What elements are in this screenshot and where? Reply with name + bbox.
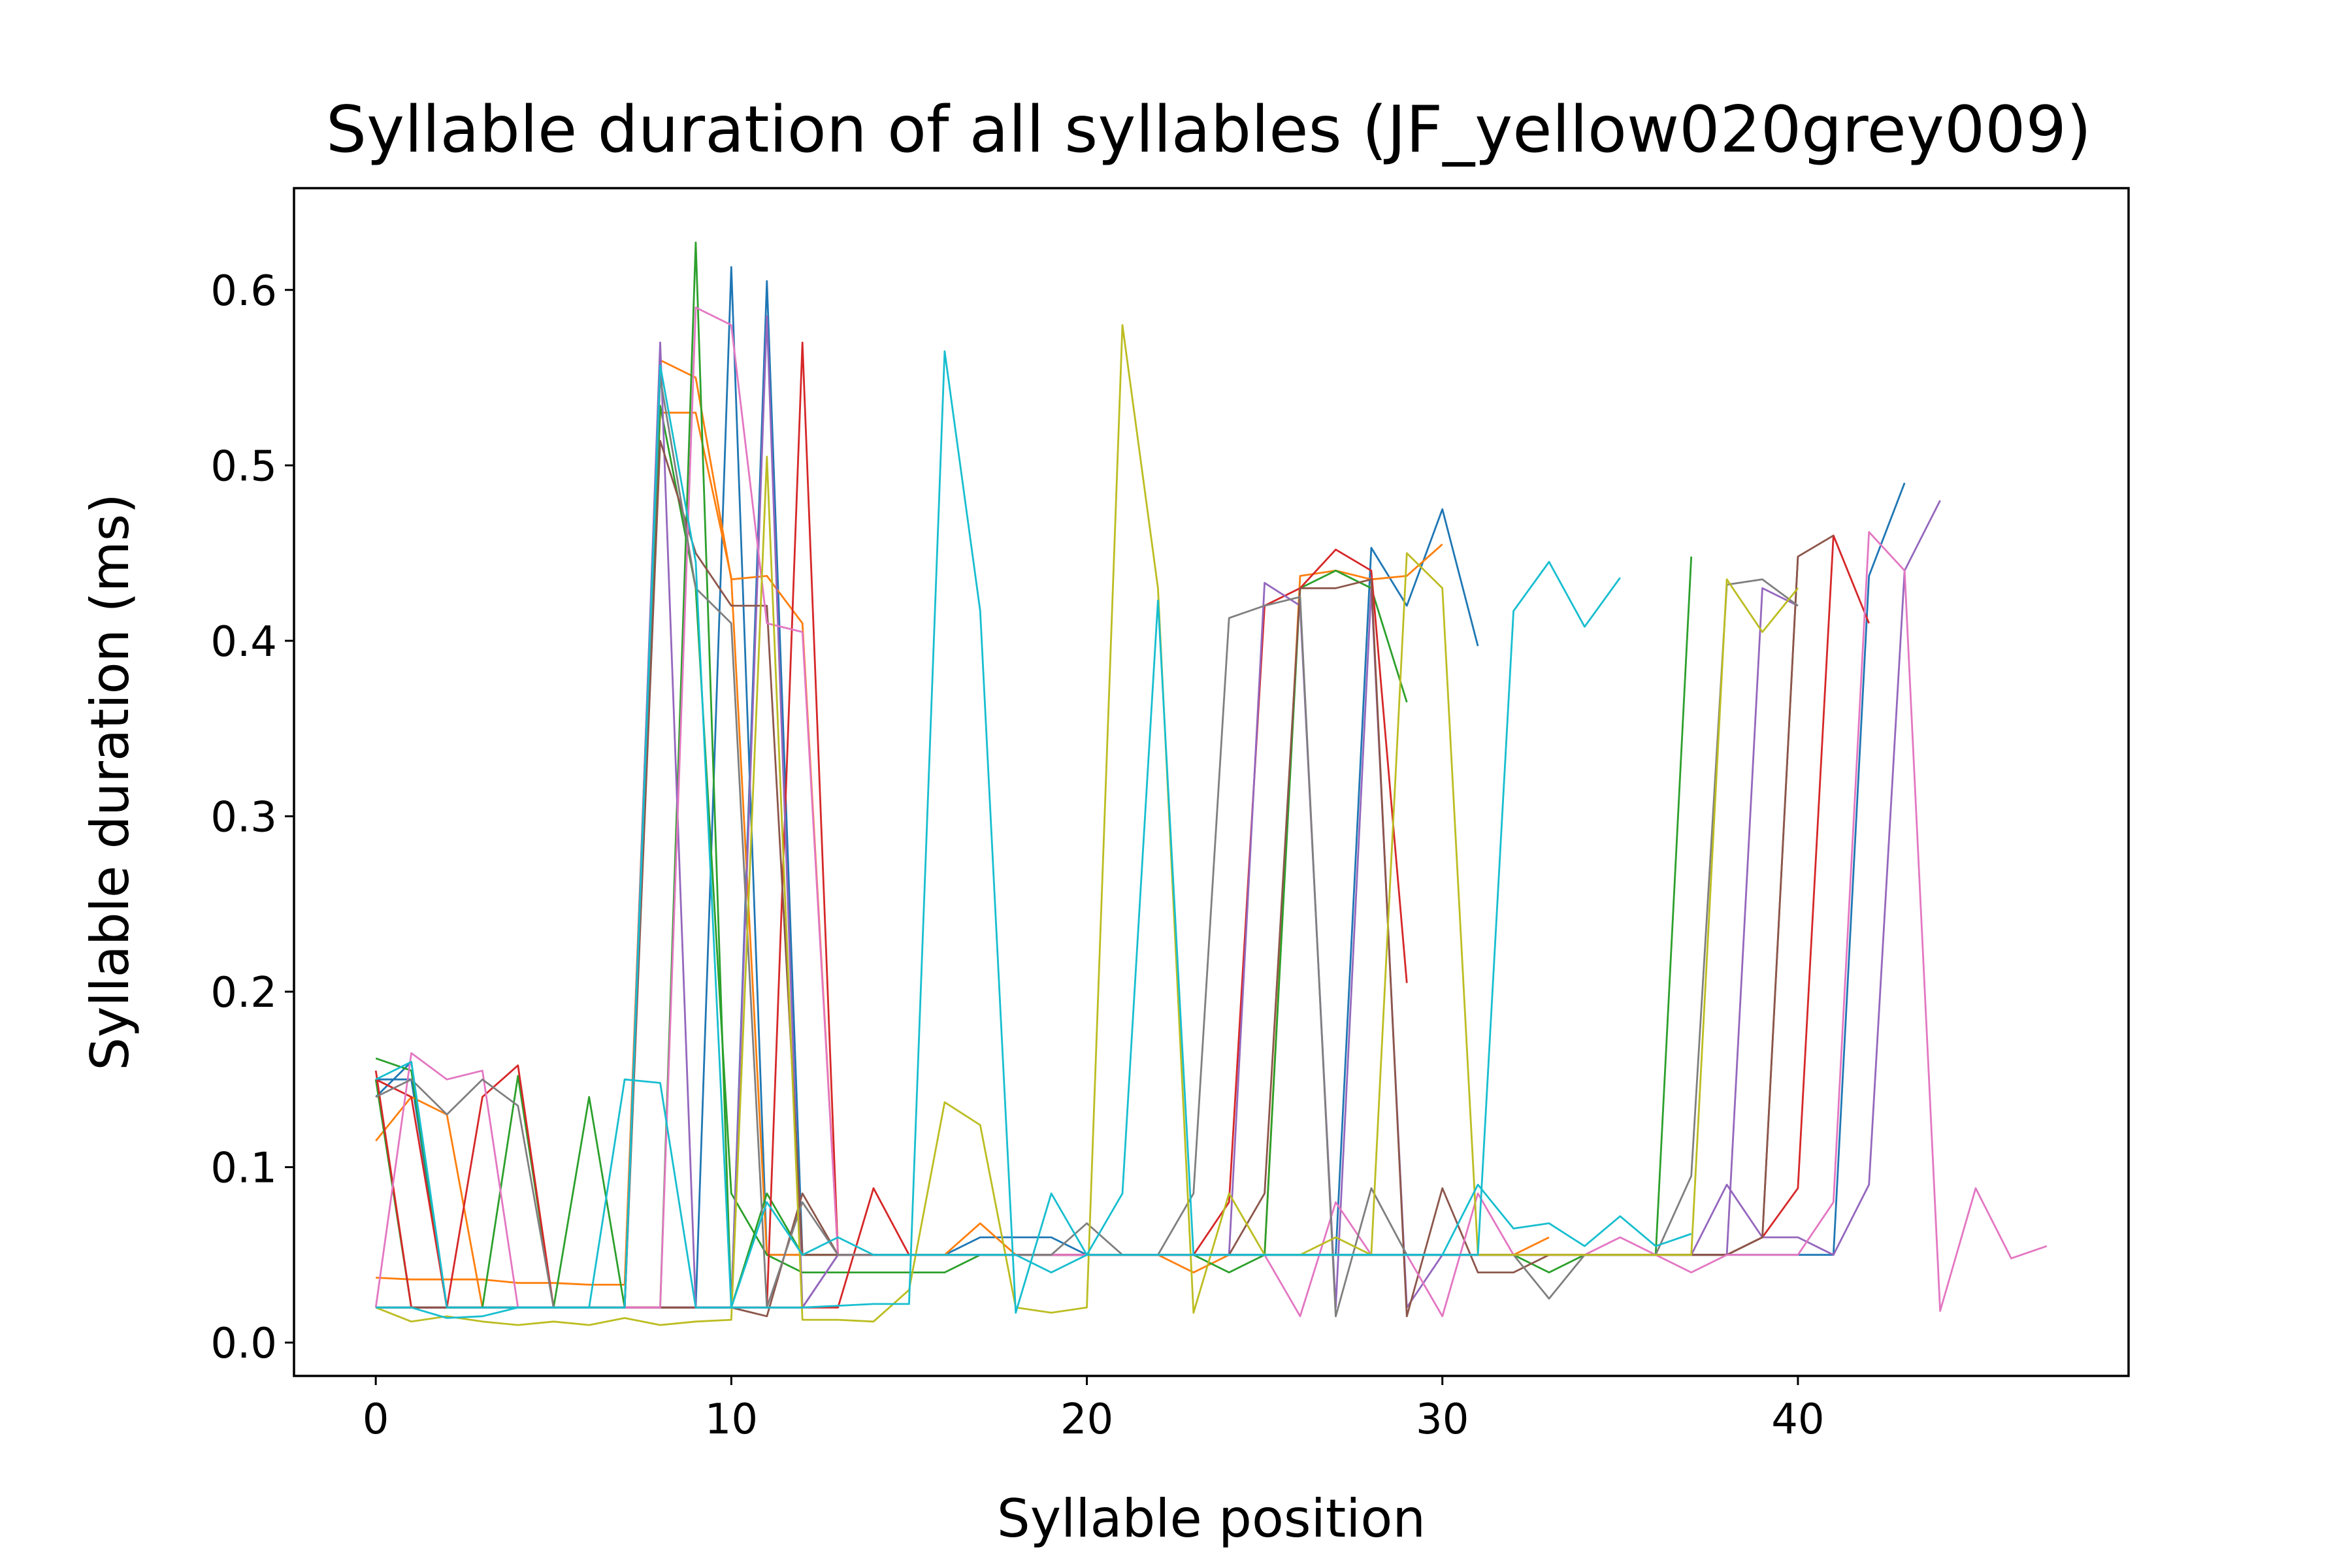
chart-title: Syllable duration of all syllables (JF_y… [326, 93, 2091, 167]
plot-frame [293, 187, 2130, 1377]
y-axis-ticks: 0.0 0.1 0.2 0.3 0.4 0.5 0.6 [210, 267, 294, 1368]
y-tick-label-6: 0.6 [210, 267, 277, 316]
y-tick-label-0: 0.0 [210, 1320, 277, 1368]
x-tick-label-40: 40 [1771, 1396, 1824, 1444]
series-line-15 [375, 324, 1799, 1326]
y-tick-label-3: 0.3 [210, 793, 277, 841]
x-tick-label-20: 20 [1060, 1396, 1113, 1444]
y-tick-label-1: 0.1 [210, 1144, 277, 1192]
x-axis-label: Syllable position [997, 1488, 1426, 1549]
x-tick-label-30: 30 [1416, 1396, 1469, 1444]
x-axis-ticks: 0 10 20 30 40 [363, 1376, 1825, 1444]
x-tick-label-10: 10 [705, 1396, 758, 1444]
y-axis-label: Syllable duration (ms) [80, 493, 140, 1070]
y-tick-label-2: 0.2 [210, 969, 277, 1017]
series-line-17 [375, 364, 1692, 1309]
series-layer [374, 241, 2048, 1326]
x-tick-label-0: 0 [363, 1396, 389, 1444]
y-tick-label-4: 0.4 [210, 618, 277, 666]
y-tick-label-5: 0.5 [210, 442, 277, 491]
